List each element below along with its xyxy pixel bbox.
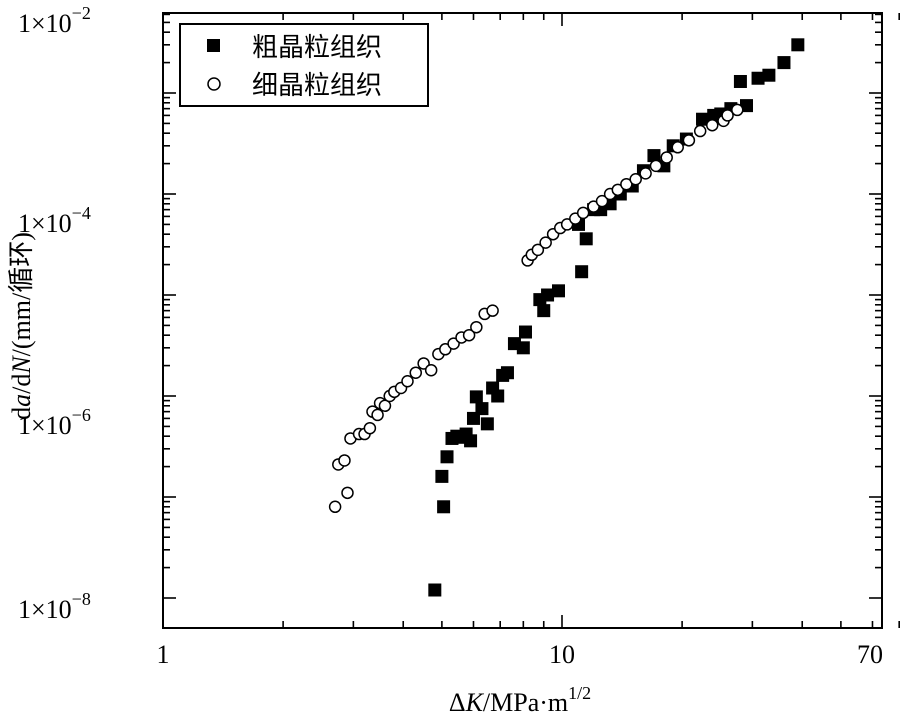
data-point-coarse — [762, 68, 776, 82]
y-tick-base: 1×10 — [18, 9, 72, 38]
data-point-coarse — [440, 450, 454, 464]
data-points — [328, 38, 805, 597]
data-point-fine — [682, 134, 696, 147]
y-tick-label-1e-6: 1×10−6 — [18, 405, 91, 440]
y-axis-title: da/dN/(mm/循环) — [7, 232, 36, 420]
data-point-coarse — [579, 232, 593, 246]
y-tick-exponent: −2 — [72, 3, 91, 23]
x-axis-var: K — [465, 688, 485, 717]
data-point-fine — [649, 159, 663, 173]
y-tick-label-1e-2: 1×10−2 — [18, 3, 91, 38]
data-point-fine — [671, 141, 684, 154]
data-point-fine — [439, 343, 452, 356]
y-axis-a: a — [7, 394, 36, 407]
data-point-fine — [660, 151, 673, 164]
y-tick-exponent: −4 — [72, 203, 91, 223]
y-tick-base: 1×10 — [18, 209, 72, 238]
legend-marker-coarse — [207, 39, 220, 52]
data-point-fine — [363, 421, 377, 435]
data-point-fine — [341, 486, 354, 500]
data-point-fine — [731, 103, 744, 117]
y-tick-base: 1×10 — [18, 411, 72, 440]
tick-marks — [162, 13, 900, 628]
data-point-coarse — [791, 38, 805, 52]
legend-label-fine: 细晶粒组织 — [252, 71, 382, 101]
data-point-fine — [409, 366, 423, 379]
data-point-fine — [639, 167, 652, 180]
legend-marker-fine — [207, 77, 221, 91]
data-point-fine — [401, 374, 414, 388]
plot-frame — [162, 12, 883, 629]
data-point-fine — [721, 109, 734, 122]
legend: 粗晶粒组织 细晶粒组织 — [179, 23, 429, 107]
data-point-fine — [424, 363, 438, 377]
y-axis-d2: /d — [7, 374, 36, 394]
data-point-fine — [338, 454, 351, 467]
y-axis-unit: /(mm/循环) — [7, 232, 36, 356]
data-point-fine — [706, 118, 719, 132]
data-point-coarse — [500, 366, 514, 380]
data-point-fine — [576, 206, 590, 220]
legend-label-coarse: 粗晶粒组织 — [252, 33, 382, 63]
data-point-fine — [595, 194, 609, 208]
y-tick-label-1e-8: 1×10−8 — [18, 589, 91, 624]
data-point-fine — [486, 304, 499, 317]
data-point-coarse — [777, 56, 791, 70]
data-point-fine — [611, 183, 625, 197]
x-axis-title: ΔK/MPa·m1/2 — [449, 683, 591, 717]
legend-box — [179, 23, 429, 107]
x-axis-delta: Δ — [449, 688, 466, 717]
data-point-fine — [629, 172, 642, 186]
x-tick-label-1: 1 — [157, 640, 170, 669]
data-point-coarse — [537, 304, 551, 318]
data-point-fine — [371, 408, 384, 422]
data-point-coarse — [518, 325, 532, 339]
data-point-coarse — [466, 411, 480, 425]
data-point-coarse — [464, 434, 478, 448]
y-axis-N: N — [7, 355, 36, 375]
data-point-coarse — [541, 288, 555, 302]
y-tick-base: 1×10 — [18, 595, 72, 624]
data-point-fine — [531, 243, 545, 257]
data-point-fine — [620, 177, 633, 191]
data-point-fine — [693, 124, 707, 138]
data-point-coarse — [491, 389, 505, 403]
data-point-coarse — [696, 112, 710, 126]
data-point-fine — [462, 328, 476, 342]
y-tick-label-1e-4: 1×10−4 — [18, 203, 91, 238]
x-axis-exponent: 1/2 — [568, 683, 591, 703]
data-point-coarse — [475, 402, 489, 416]
data-point-fine — [378, 399, 392, 413]
data-point-coarse — [437, 500, 451, 514]
data-point-coarse — [751, 71, 765, 85]
x-axis-unit: /MPa·m — [483, 688, 568, 717]
data-point-coarse — [516, 341, 530, 355]
data-point-coarse — [435, 469, 449, 483]
data-point-coarse — [428, 583, 442, 597]
x-tick-label-10: 10 — [549, 640, 575, 669]
data-point-coarse — [551, 284, 565, 298]
data-point-fine — [470, 320, 483, 334]
data-point-coarse — [575, 265, 589, 279]
y-tick-exponent: −6 — [72, 405, 91, 425]
data-point-fine — [539, 236, 552, 249]
data-point-coarse — [480, 417, 494, 431]
y-tick-exponent: −8 — [72, 589, 91, 609]
data-point-coarse — [469, 390, 483, 404]
x-tick-label-70: 70 — [857, 640, 883, 669]
data-point-coarse — [733, 74, 747, 88]
y-axis-d: d — [7, 407, 36, 420]
data-point-coarse — [647, 149, 661, 163]
data-point-fine — [328, 500, 342, 514]
